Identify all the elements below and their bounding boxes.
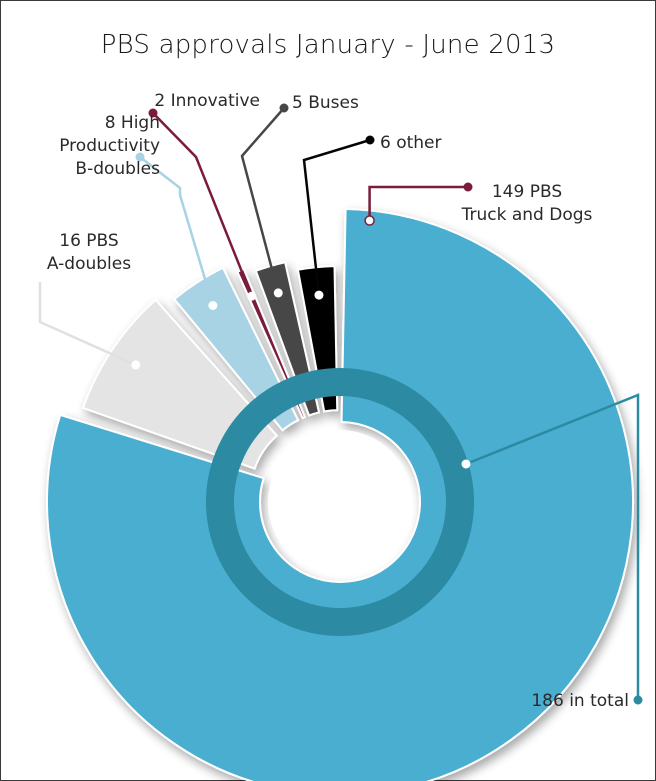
slice-label-0-line-0: 149 PBS [492, 182, 562, 202]
slice-marker-3 [247, 291, 257, 301]
leader-endpoint-4 [279, 103, 289, 113]
leader-lines [38, 103, 643, 705]
total-label: 186 in total [531, 691, 629, 711]
slice-label-1: 16 PBS A-doubles [47, 231, 131, 274]
slice-marker-1 [131, 360, 141, 370]
leader-line-4 [240, 107, 285, 294]
slice-label-4: 5 Buses [292, 93, 359, 113]
total-ring [206, 368, 474, 636]
slice-label-2: 8 High Productivity B-doubles [59, 113, 160, 179]
slice-label-2-line-1: Productivity [59, 136, 160, 156]
slice-label-5-line-0: 6 other [380, 133, 442, 153]
slice-label-1-line-1: A-doubles [47, 254, 131, 274]
slice-label-0: 149 PBS Truck and Dogs [461, 182, 593, 225]
slice-label-3: 2 Innovative [154, 91, 260, 111]
leader-line-0 [368, 185, 468, 221]
pie-slice-1 [81, 298, 279, 470]
slice-label-1-line-0: 16 PBS [59, 231, 118, 251]
slice-label-2-line-2: B-doubles [75, 159, 160, 179]
slice-label-2-line-0: 8 High [105, 113, 160, 133]
chart-title: PBS approvals January - June 2013 [100, 30, 556, 60]
leader-endpoint-5 [365, 135, 375, 145]
slice-label-5: 6 other [380, 133, 442, 153]
total-marker [461, 459, 471, 469]
pie-slice-0 [46, 208, 634, 781]
slice-label-4-line-0: 5 Buses [292, 93, 359, 113]
slice-label-3-line-0: 2 Innovative [154, 91, 260, 111]
slice-marker-4 [273, 288, 283, 298]
slice-marker-0 [364, 215, 375, 226]
pie-slices [46, 208, 634, 781]
center-hole [268, 430, 412, 574]
total-ring-band [206, 368, 474, 636]
leader-endpoint-3 [148, 108, 158, 118]
slice-marker-5 [314, 290, 324, 300]
leader-line-5 [302, 138, 371, 296]
total-leader-endpoint [633, 695, 643, 705]
leader-endpoint-0 [463, 182, 473, 192]
leader-endpoint-2 [135, 152, 145, 162]
total-leader-line [465, 393, 640, 700]
leader-line-3 [152, 112, 253, 297]
slice-marker-2 [208, 301, 218, 311]
leader-line-1 [38, 282, 137, 367]
slice-label-0-line-1: Truck and Dogs [461, 205, 593, 225]
leader-line-2 [139, 156, 215, 306]
